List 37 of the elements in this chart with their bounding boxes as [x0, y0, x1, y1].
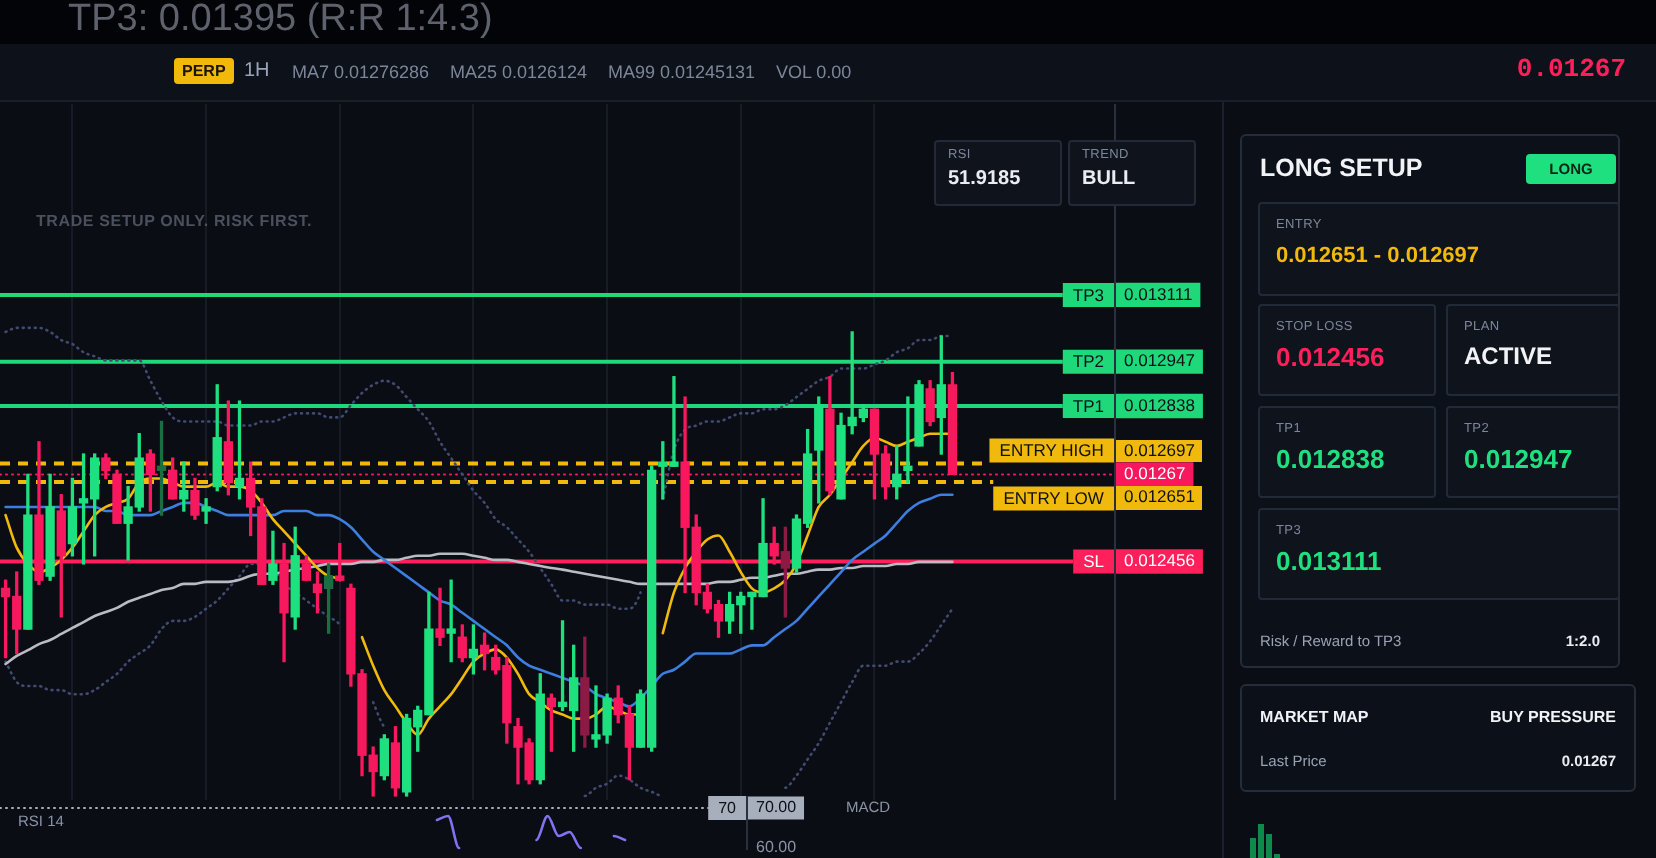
ref-line-label: 70: [718, 799, 738, 818]
text: 0.012947: [1464, 444, 1573, 476]
text: MA25 0.0126124: [450, 62, 588, 83]
y-tick-label: 0.012456: [1124, 550, 1196, 571]
line-series: [4, 552, 954, 666]
ref-line-label: TP1: [1072, 395, 1105, 416]
y-tick-label: 0.01267: [1124, 463, 1186, 484]
text: BULL: [1082, 168, 1136, 191]
annotation: 51.9185: [948, 168, 1021, 191]
text: 0.013111: [1276, 546, 1382, 578]
annotation: TRADE SETUP ONLY. RISK FIRST.: [36, 212, 313, 231]
ref-line-label: ENTRY HIGH: [999, 440, 1104, 461]
text: 0.012456: [1276, 342, 1385, 374]
y-tick-label: 0.012838: [1124, 394, 1196, 415]
y-tick-label: 0.013111: [1124, 283, 1193, 304]
text: MA7 0.01276286: [292, 62, 430, 83]
text: 0.01267: [1516, 54, 1626, 86]
text: MA99 0.01245131: [608, 62, 756, 83]
text: TP3: 0.01395 (R:R 1:4.3): [68, 0, 493, 42]
ref-line-label: TP3: [1072, 284, 1105, 305]
text: LONG SETUP: [1260, 154, 1423, 183]
text: VOL 0.00: [776, 62, 852, 83]
text: 1H: [244, 60, 270, 83]
text: 0.012838: [1276, 444, 1385, 476]
text: MARKET MAP: [1260, 708, 1369, 727]
y-tick-label: 0.012947: [1124, 350, 1196, 371]
text: ACTIVE: [1464, 342, 1553, 372]
text: 0.012697: [1116, 439, 1203, 462]
text: PERP: [174, 58, 234, 85]
y-tick-label: 60.00: [756, 838, 798, 857]
ref-line-label: SL: [1083, 551, 1105, 572]
text: BUY PRESSURE: [1490, 708, 1616, 727]
ref-line-label: ENTRY LOW: [1003, 488, 1104, 509]
text: 0.012651 - 0.012697: [1276, 244, 1480, 270]
ref-line-label: TP2: [1072, 351, 1105, 372]
text: 0.012651: [1116, 486, 1203, 510]
y-tick-label: 70.00: [756, 798, 798, 817]
